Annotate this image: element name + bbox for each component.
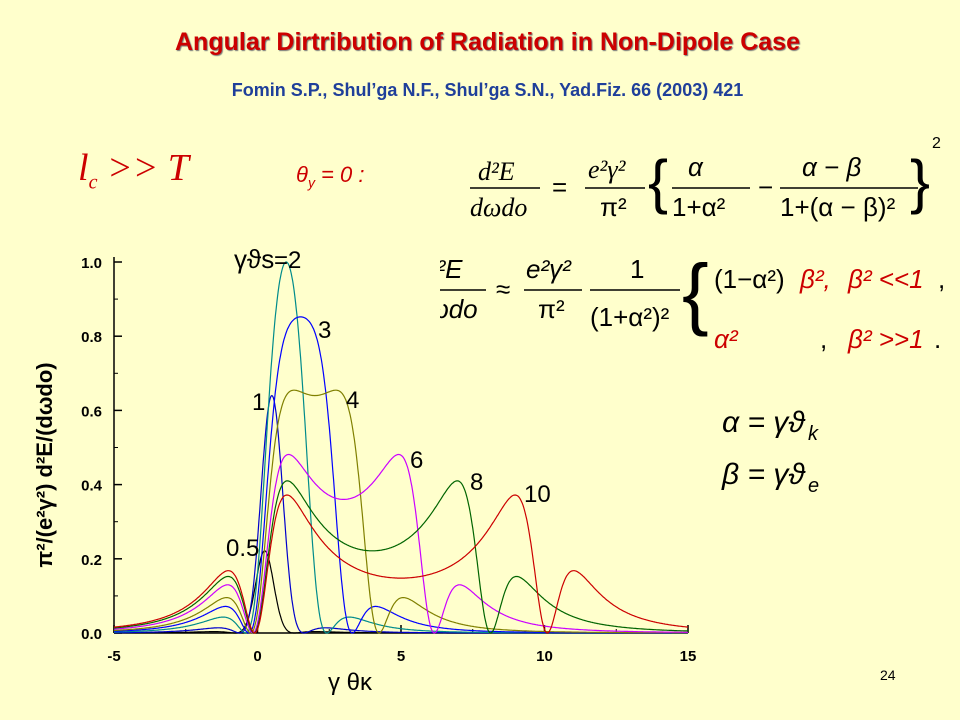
x-tick-label: 10 <box>536 648 553 665</box>
condition-l: l <box>78 147 89 189</box>
slide-title: Angular Dirtribution of Radiation in Non… <box>175 28 800 56</box>
theta-sub: y <box>307 174 315 191</box>
svg-text:(1+α²)²: (1+α²)² <box>590 302 670 332</box>
equation-exact: d²E dωdo = e²γ² π² { α 1+α² − α − β 1+(α… <box>470 135 941 222</box>
series-line <box>113 494 689 634</box>
series-label: 8 <box>470 469 483 496</box>
param-label: γϑs <box>234 244 274 274</box>
svg-text:e: e <box>808 475 819 497</box>
page-number: 24 <box>880 667 896 683</box>
y-tick-label: 0.8 <box>81 329 102 346</box>
series-line <box>114 480 688 634</box>
equation-approx: d²E dωdo ≈ e²γ² π² 1 (1+α²)² { (1−α²) β²… <box>440 248 945 354</box>
y-axis-label: π²/(e²γ²) d²E/(dωdo) <box>32 362 57 567</box>
chart-axes: 0.0 0.2 0.4 0.6 0.8 1.0 -5 0 5 10 15 <box>81 255 696 665</box>
svg-text:α: α <box>688 152 704 182</box>
svg-text:d²E: d²E <box>440 254 463 284</box>
y-tick-label: 0.4 <box>81 478 103 495</box>
theta-rest: = 0 : <box>314 162 365 187</box>
condition-rest: >> T <box>97 147 189 189</box>
y-tick-label: 0.6 <box>81 403 102 420</box>
chart-labels: 0.5 1 =2 3 4 6 8 10 <box>226 247 551 562</box>
series-line <box>114 453 688 634</box>
series-label: 10 <box>524 481 551 508</box>
formula-block: d²E dωdo = e²γ² π² { α 1+α² − α − β 1+(α… <box>440 135 945 354</box>
x-tick-label: 0 <box>253 648 261 665</box>
series-label: 0.5 <box>226 535 259 562</box>
alpha-beta-definitions: α = γϑ k β = γϑ e <box>721 406 819 497</box>
svg-text:e²γ²: e²γ² <box>588 155 627 184</box>
svg-text:α²: α² <box>714 324 739 354</box>
x-axis-label: γ θκ <box>328 669 373 696</box>
svg-text:d²E: d²E <box>478 157 515 186</box>
svg-text:dωdo: dωdo <box>440 294 478 324</box>
series-line <box>114 316 688 634</box>
svg-text:β = γϑ: β = γϑ <box>721 458 806 491</box>
series-label: 4 <box>346 387 359 414</box>
svg-text:=: = <box>552 172 567 202</box>
svg-text:k: k <box>808 423 819 445</box>
y-tick-label: 1.0 <box>81 255 102 272</box>
y-tick-label: 0.2 <box>81 552 102 569</box>
series-line <box>114 261 688 634</box>
svg-text:,: , <box>820 324 827 354</box>
series-label: 1 <box>252 389 265 416</box>
svg-text:,: , <box>938 264 945 294</box>
series-label: 3 <box>318 317 331 344</box>
y-tick-label: 0.0 <box>81 626 102 643</box>
svg-text:1+α²: 1+α² <box>672 192 726 222</box>
svg-text:α = γϑ: α = γϑ <box>722 406 806 439</box>
svg-text:≈: ≈ <box>496 274 510 304</box>
svg-text:π²: π² <box>538 294 565 324</box>
svg-text:{: { <box>648 148 668 215</box>
series-line <box>114 550 688 634</box>
svg-text:1: 1 <box>630 254 644 284</box>
x-tick-label: -5 <box>107 648 120 665</box>
x-tick-label: 15 <box>680 648 697 665</box>
svg-text:π²: π² <box>600 192 627 222</box>
svg-text:−: − <box>758 172 773 202</box>
svg-text:1+(α − β)²: 1+(α − β)² <box>780 192 896 222</box>
series-label: =2 <box>274 247 301 274</box>
svg-text:α − β: α − β <box>802 152 861 182</box>
svg-text:2: 2 <box>932 135 941 152</box>
svg-text:}: } <box>910 148 930 215</box>
series-line <box>113 389 688 634</box>
svg-text:.: . <box>934 324 941 354</box>
svg-text:β² <<1: β² <<1 <box>847 264 924 294</box>
reference-citation: Fomin S.P., Shul’ga N.F., Shul’ga S.N., … <box>231 80 744 100</box>
svg-text:(1−α²): (1−α²) <box>714 264 785 294</box>
condition-sub: c <box>88 171 98 194</box>
svg-text:dωdo: dωdo <box>470 193 527 222</box>
theta-symbol: θ <box>296 162 308 187</box>
svg-text:e²γ²: e²γ² <box>526 254 572 284</box>
chart-curves <box>113 261 689 634</box>
condition-formula: lc >> T <box>78 146 189 195</box>
x-tick-label: 5 <box>397 648 405 665</box>
series-label: 6 <box>410 447 423 474</box>
theta-condition: θy = 0 : <box>296 162 364 190</box>
svg-text:{: { <box>682 248 709 337</box>
svg-text:β²,: β², <box>799 264 831 294</box>
svg-text:β² >>1: β² >>1 <box>847 324 924 354</box>
